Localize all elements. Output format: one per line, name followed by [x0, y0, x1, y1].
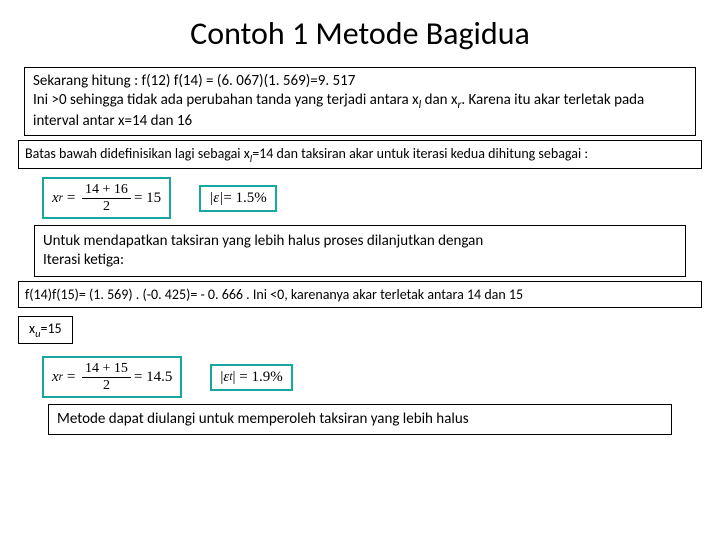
formula-row-2: xr = 14 + 15 2 = 14.5 |εt| = 1.9% [42, 356, 720, 398]
box-xu: xu=15 [18, 316, 73, 344]
f1-rhs: = 15 [134, 190, 161, 207]
formula-err-1: |ε| = 1.5% [199, 185, 277, 212]
box3-l2: Iterasi ketiga: [43, 251, 124, 269]
box-step3: Untuk mendapatkan taksiran yang lebih ha… [34, 225, 686, 277]
box1-line2a: Ini >0 sehingga tidak ada perubahan tand… [33, 91, 419, 109]
formula-err-2: |εt| = 1.9% [210, 364, 292, 391]
box1-line1: Sekarang hitung : f(12) f(14) = (6. 067)… [33, 72, 355, 90]
f1-err-lhs: |ε| [209, 190, 223, 207]
box5-b: =15 [40, 320, 61, 337]
box-step1: Sekarang hitung : f(12) f(14) = (6. 067)… [24, 67, 696, 136]
f2-den: 2 [100, 378, 113, 393]
formula-xr-2: xr = 14 + 15 2 = 14.5 [42, 356, 182, 398]
f1-frac: 14 + 16 2 [82, 182, 131, 214]
box2-b: =14 dan taksiran akar untuk iterasi kedu… [252, 145, 588, 162]
formula-xr-1: xr = 14 + 16 2 = 15 [42, 177, 171, 219]
box-conclusion: Metode dapat diulangi untuk memperoleh t… [48, 404, 672, 435]
box4-text: f(14)f(15)= (1. 569) . (-0. 425)= - 0. 6… [25, 286, 523, 303]
box3-l1: Untuk mendapatkan taksiran yang lebih ha… [43, 232, 483, 250]
f2-eq: = [63, 369, 79, 386]
f2-num: 14 + 15 [82, 361, 131, 377]
formula-row-1: xr = 14 + 16 2 = 15 |ε| = 1.5% [42, 177, 720, 219]
box-step2: Batas bawah didefinisikan lagi sebagai x… [18, 140, 702, 170]
f2-frac: 14 + 15 2 [82, 361, 131, 393]
box2-a: Batas bawah didefinisikan lagi sebagai x [25, 145, 250, 162]
f1-err-rhs: = 1.5% [223, 190, 266, 207]
slide-title: Contoh 1 Metode Bagidua [0, 0, 720, 63]
box1-line2b: dan x [421, 91, 457, 109]
f1-den: 2 [100, 199, 113, 214]
box-step4: f(14)f(15)= (1. 569) . (-0. 425)= - 0. 6… [18, 281, 702, 309]
f1-var: x [52, 190, 59, 207]
f1-eq: = [63, 190, 79, 207]
f2-var: x [52, 369, 59, 386]
f1-num: 14 + 16 [82, 182, 131, 198]
f2-rhs: = 14.5 [134, 369, 172, 386]
f2-err-rhs: | = 1.9% [232, 369, 282, 386]
box6-text: Metode dapat diulangi untuk memperoleh t… [57, 410, 469, 428]
